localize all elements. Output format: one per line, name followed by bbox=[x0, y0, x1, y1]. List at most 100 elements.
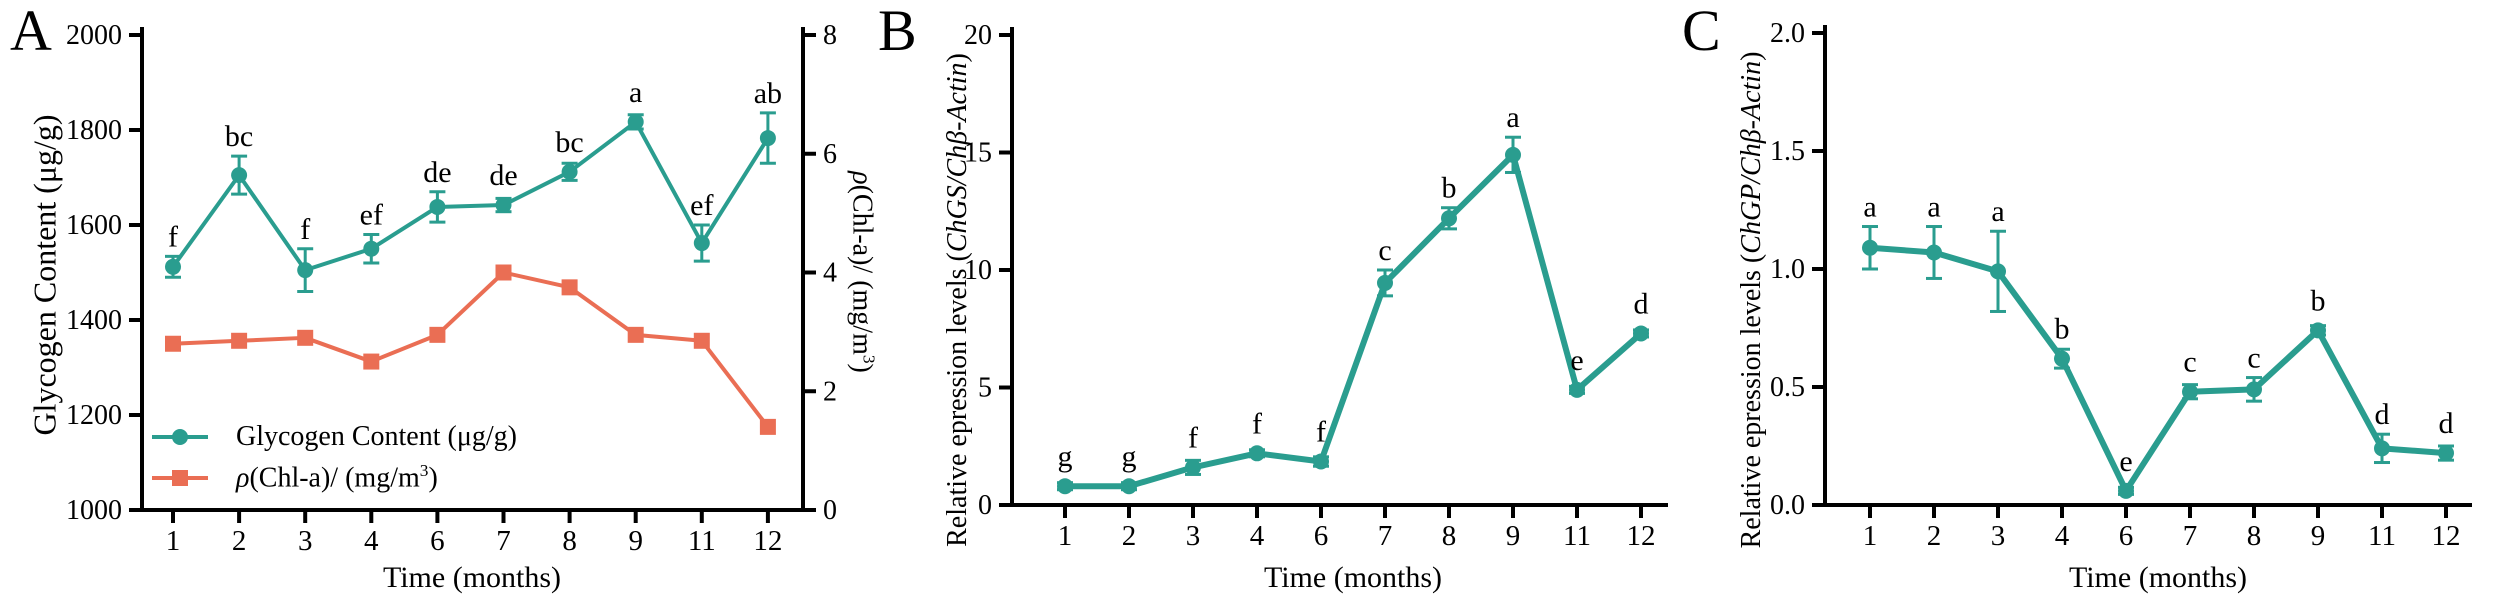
legend-square-marker-icon bbox=[172, 470, 188, 486]
svg-text:g: g bbox=[1058, 440, 1073, 473]
svg-text:1: 1 bbox=[166, 525, 181, 557]
legend-label-glycogen: Glycogen Content (μg/g) bbox=[236, 421, 517, 452]
svg-text:de: de bbox=[489, 159, 517, 192]
svg-text:12: 12 bbox=[753, 525, 782, 557]
svg-text:d: d bbox=[2375, 398, 2390, 431]
panel-a-right-axis-title: ρ(Chl-a)/ (mg/m3) bbox=[846, 171, 879, 373]
svg-text:0: 0 bbox=[823, 495, 837, 526]
legend-row-chl-a: ρ(Chl-a)/ (mg/m3) bbox=[152, 461, 438, 494]
panel-C-series-0: a a a b e c c b d d bbox=[1862, 191, 2454, 499]
svg-text:7: 7 bbox=[496, 525, 511, 557]
svg-text:f: f bbox=[1316, 416, 1326, 449]
svg-text:1: 1 bbox=[1058, 520, 1073, 552]
legend-circle-marker-icon bbox=[172, 429, 188, 445]
svg-text:c: c bbox=[2247, 342, 2260, 375]
svg-text:f: f bbox=[1188, 421, 1198, 454]
svg-text:11: 11 bbox=[2368, 520, 2396, 552]
svg-text:1800: 1800 bbox=[66, 115, 122, 146]
svg-text:6: 6 bbox=[430, 525, 445, 557]
svg-text:0.5: 0.5 bbox=[1770, 372, 1805, 403]
svg-text:b: b bbox=[2311, 284, 2326, 317]
svg-text:d: d bbox=[1634, 287, 1649, 320]
svg-text:1400: 1400 bbox=[66, 305, 122, 336]
svg-text:1.0: 1.0 bbox=[1770, 254, 1805, 285]
svg-text:4: 4 bbox=[823, 258, 837, 289]
panel-b-letter: B bbox=[878, 0, 917, 63]
svg-text:2: 2 bbox=[232, 525, 247, 557]
panel-A-series-0 bbox=[165, 264, 776, 435]
svg-text:2: 2 bbox=[1122, 520, 1137, 552]
svg-text:11: 11 bbox=[1563, 520, 1591, 552]
panel-a-letter: A bbox=[10, 0, 52, 63]
svg-text:a: a bbox=[1991, 195, 2004, 228]
svg-text:2: 2 bbox=[823, 376, 837, 407]
svg-text:20: 20 bbox=[964, 20, 992, 51]
svg-text:ef: ef bbox=[690, 189, 713, 222]
svg-text:1000: 1000 bbox=[66, 495, 122, 526]
svg-text:9: 9 bbox=[2311, 520, 2326, 552]
legend-swatch-chl-a bbox=[152, 462, 208, 494]
panel-c-x-axis-title: Time (months) bbox=[2068, 561, 2248, 594]
svg-text:8: 8 bbox=[562, 525, 577, 557]
svg-text:1.5: 1.5 bbox=[1770, 136, 1805, 167]
svg-text:2: 2 bbox=[1927, 520, 1942, 552]
svg-text:e: e bbox=[2119, 445, 2132, 478]
svg-text:ab: ab bbox=[754, 77, 782, 110]
svg-text:b: b bbox=[1442, 172, 1457, 205]
svg-text:8: 8 bbox=[823, 20, 837, 51]
svg-text:1: 1 bbox=[1863, 520, 1878, 552]
svg-text:de: de bbox=[423, 156, 451, 189]
svg-text:4: 4 bbox=[364, 525, 379, 557]
svg-text:4: 4 bbox=[1250, 520, 1265, 552]
panel-A-series-1: f bc f ef de de bc a ef ab bbox=[165, 76, 782, 293]
svg-text:a: a bbox=[1863, 191, 1876, 224]
svg-text:g: g bbox=[1122, 440, 1137, 473]
svg-text:d: d bbox=[2439, 407, 2454, 440]
panel-a-x-axis-title: Time (months) bbox=[382, 561, 562, 594]
svg-text:3: 3 bbox=[1186, 520, 1201, 552]
svg-text:6: 6 bbox=[2119, 520, 2134, 552]
panel-a-left-axis-title: Glycogen Content (μg/g) bbox=[26, 114, 63, 436]
svg-text:1200: 1200 bbox=[66, 400, 122, 431]
svg-text:4: 4 bbox=[2055, 520, 2070, 552]
svg-text:12: 12 bbox=[2432, 520, 2461, 552]
svg-text:12: 12 bbox=[1627, 520, 1656, 552]
legend-label-chl-a: ρ(Chl-a)/ (mg/m3) bbox=[236, 461, 438, 494]
svg-text:5: 5 bbox=[978, 373, 992, 404]
legend-swatch-glycogen bbox=[152, 421, 208, 453]
svg-text:7: 7 bbox=[2183, 520, 2198, 552]
svg-text:9: 9 bbox=[628, 525, 643, 557]
svg-text:3: 3 bbox=[1991, 520, 2006, 552]
svg-text:8: 8 bbox=[2247, 520, 2262, 552]
svg-text:ef: ef bbox=[360, 199, 383, 232]
svg-text:6: 6 bbox=[823, 139, 837, 170]
svg-text:9: 9 bbox=[1506, 520, 1521, 552]
svg-text:f: f bbox=[168, 220, 178, 253]
legend-row-glycogen: Glycogen Content (μg/g) bbox=[152, 421, 517, 453]
svg-text:11: 11 bbox=[688, 525, 716, 557]
svg-text:2000: 2000 bbox=[66, 20, 122, 51]
svg-text:0.0: 0.0 bbox=[1770, 490, 1805, 521]
svg-text:bc: bc bbox=[555, 126, 583, 159]
svg-text:e: e bbox=[1570, 344, 1583, 377]
panel-c-letter: C bbox=[1682, 0, 1721, 63]
panel-b-y-axis-title: Relative epression levels (ChGS/Chβ-Acti… bbox=[942, 53, 973, 547]
svg-text:f: f bbox=[300, 213, 310, 246]
panel-b-x-axis-title: Time (months) bbox=[1263, 561, 1443, 594]
svg-text:a: a bbox=[1506, 101, 1519, 134]
svg-text:a: a bbox=[629, 76, 642, 109]
svg-text:b: b bbox=[2055, 313, 2070, 346]
svg-text:15: 15 bbox=[964, 138, 992, 169]
panel-c-y-axis-title: Relative epression levels (ChGP/Chβ-Acti… bbox=[1736, 51, 1767, 549]
panel-B-series-0: g g f f f c b a e d bbox=[1057, 101, 1649, 495]
svg-text:7: 7 bbox=[1378, 520, 1393, 552]
svg-text:a: a bbox=[1927, 191, 1940, 224]
svg-text:1600: 1600 bbox=[66, 210, 122, 241]
svg-text:10: 10 bbox=[964, 255, 992, 286]
svg-text:3: 3 bbox=[298, 525, 313, 557]
svg-text:0: 0 bbox=[978, 490, 992, 521]
